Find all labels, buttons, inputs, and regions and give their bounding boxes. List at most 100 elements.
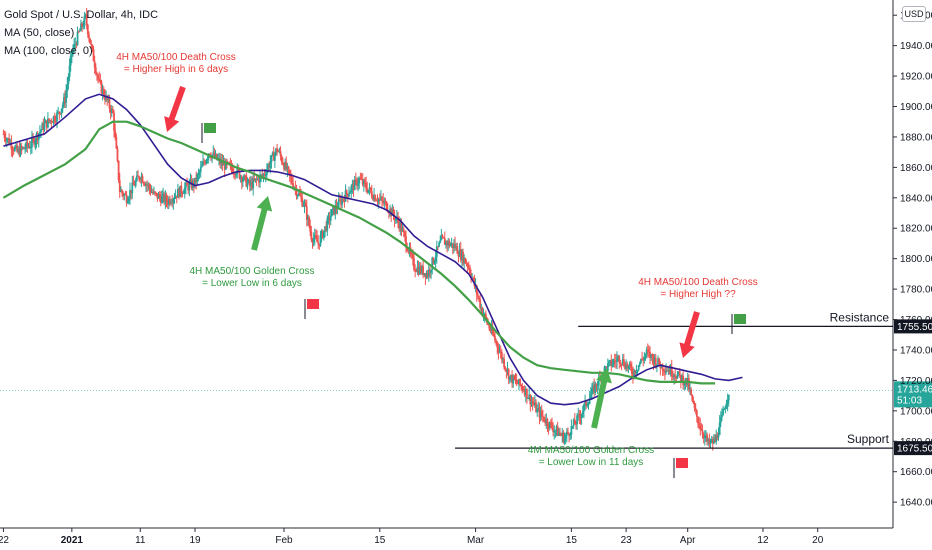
candle-body <box>276 148 279 152</box>
candle-body <box>399 222 402 229</box>
time-axis[interactable]: 22 2021 11 19 Feb 15 Mar 15 23 Apr 12 20 <box>0 528 824 546</box>
candle-body <box>135 175 138 181</box>
candle-body <box>184 182 187 188</box>
price-axis[interactable]: 1640.00 1660.00 1680.00 1700.00 1720.00 1740.… <box>893 11 932 509</box>
candle-body <box>215 153 218 160</box>
candle-body <box>179 185 182 198</box>
candle-body <box>72 49 74 54</box>
candle-body <box>263 174 266 176</box>
candle-body <box>374 195 377 201</box>
candle-body <box>462 251 464 264</box>
candle-body <box>503 358 505 368</box>
candle-body <box>611 364 614 367</box>
candle-body <box>402 229 405 233</box>
candle-body <box>495 340 498 343</box>
golden-cross-2-line1: 4M MA50/100 Golden Cross <box>528 445 654 456</box>
candle-body <box>507 369 510 380</box>
currency-badge[interactable]: USD <box>902 6 926 22</box>
candle-body <box>671 376 674 378</box>
candle-body <box>678 371 681 376</box>
ma50-line <box>3 93 743 406</box>
current-price-label: 1713.46 <box>897 384 932 395</box>
death-cross-2-line1: 4H MA50/100 Death Cross <box>638 277 758 288</box>
candle-body <box>681 375 683 382</box>
candle-body <box>484 313 487 319</box>
candle-body <box>450 243 453 245</box>
candle-body <box>709 441 712 444</box>
candle-body <box>543 416 545 421</box>
candle-body <box>97 75 99 79</box>
currency-label: USD <box>904 9 924 19</box>
candle-body <box>407 250 410 253</box>
candle-body <box>151 191 154 194</box>
candle-body <box>275 148 277 154</box>
candle-body <box>470 273 472 278</box>
candle-body <box>621 359 624 365</box>
candle-body <box>259 175 261 183</box>
candle-body <box>82 26 85 28</box>
candle-body <box>118 180 121 192</box>
candle-body <box>650 354 653 358</box>
candle-body <box>261 174 264 176</box>
candle-body <box>54 120 57 122</box>
x-tick-label: Apr <box>680 535 696 546</box>
y-tick-label: 1780.00 <box>900 285 932 296</box>
candle-body <box>629 363 632 368</box>
candle-body <box>362 180 365 185</box>
candle-body <box>52 116 55 123</box>
candle-body <box>490 326 493 331</box>
candle-body <box>17 148 20 152</box>
candle-body <box>197 172 200 175</box>
candle-body <box>345 190 348 194</box>
support-price-tag <box>894 441 932 456</box>
candle-body <box>571 425 574 427</box>
candle-body <box>45 120 48 128</box>
candle-body <box>100 81 103 94</box>
death-cross-1-line2: = Higher High in 6 days <box>124 64 228 75</box>
candle-body <box>260 174 263 176</box>
candle-body <box>247 179 250 183</box>
candle-body <box>10 142 13 150</box>
candle-body <box>540 410 543 416</box>
candle-body <box>268 165 271 168</box>
candle-body <box>459 249 462 260</box>
candle-body <box>545 419 548 424</box>
candle-body <box>354 179 357 181</box>
candle-body <box>173 198 176 200</box>
candle-body <box>403 232 406 237</box>
candle-body <box>165 195 168 202</box>
candle-body <box>12 150 15 151</box>
candle-body <box>457 253 460 257</box>
candle-body <box>98 78 101 80</box>
candle-body <box>220 160 223 164</box>
candle-body <box>372 196 374 200</box>
candle-body <box>664 371 666 373</box>
candle-body <box>99 79 102 82</box>
candle-body <box>643 356 646 361</box>
candle-body <box>340 199 342 205</box>
candle-body <box>691 394 694 401</box>
candle-body <box>322 230 325 238</box>
candle-body <box>423 273 426 276</box>
countdown-label: 51:03 <box>897 395 922 406</box>
candle-body <box>649 351 651 358</box>
candle-body <box>240 176 243 183</box>
candle-body <box>202 161 204 166</box>
candle-body <box>126 201 129 204</box>
candle-body <box>146 184 149 186</box>
support-price-label: 1675.50 <box>897 444 932 455</box>
candle-body <box>342 198 345 200</box>
candle-body <box>667 370 670 372</box>
candle-body <box>718 422 721 435</box>
death-cross-2-arrow <box>679 311 700 358</box>
candle-body <box>658 358 661 365</box>
candle-body <box>308 217 310 227</box>
candle-body <box>472 277 475 279</box>
candle-body <box>533 402 536 406</box>
candle-body <box>699 425 702 430</box>
candle-body <box>440 235 443 241</box>
candle-body <box>348 193 350 197</box>
candle-body <box>132 182 135 185</box>
candle-body <box>311 239 314 243</box>
